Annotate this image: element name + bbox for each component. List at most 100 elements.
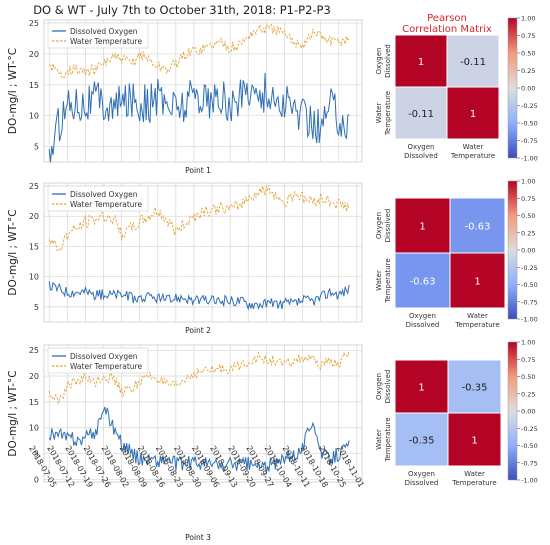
y-tick-label: 25 — [29, 346, 39, 355]
y-tick-label: 25 — [29, 19, 39, 28]
heatmap-cell — [449, 252, 506, 309]
y-tick-label: 20 — [29, 50, 39, 59]
water-temperature-line — [49, 23, 350, 80]
legend-box — [47, 185, 149, 212]
heatmap-row-label: Dissolved — [384, 209, 392, 243]
heatmap-row-label: Oxygen — [375, 48, 383, 75]
heatmap-cell — [449, 197, 506, 254]
heatmap-col-label: Oxygen — [408, 143, 435, 151]
heatmap-cell-label: 1 — [471, 436, 477, 447]
legend-box — [47, 347, 149, 374]
heatmap-col-label: Dissolved — [406, 321, 440, 329]
y-tick-label: 15 — [29, 242, 39, 251]
heatmap-cell — [447, 412, 502, 467]
heatmap-row-label: Temperature — [384, 91, 392, 136]
heatmap-cell-label: -0.63 — [410, 277, 436, 288]
heatmap-cell-label: 1 — [470, 109, 476, 120]
y-tick-label: 10 — [29, 273, 39, 282]
heatmap-col-label: Water — [464, 470, 485, 478]
y-tick-label: 10 — [29, 424, 39, 433]
heatmap-row-label: Dissolved — [384, 370, 392, 404]
y-tick-label: 15 — [29, 81, 39, 90]
y-tick-label: 5 — [34, 143, 39, 152]
heatmap-cell-label: 1 — [474, 277, 480, 288]
colorbar-tick-label: 0.00 — [521, 408, 535, 416]
heatmap-row-label: Dissolved — [384, 44, 392, 78]
heatmap-cell — [394, 359, 449, 414]
heatmap-cell — [447, 359, 502, 414]
colorbar-tick-label: 0.75 — [521, 356, 535, 364]
heatmap-cell — [394, 86, 448, 140]
legend-entry: Water Temperature — [70, 362, 142, 371]
y-axis-label: DO-mg/l ; WT-°C — [7, 48, 19, 134]
colorbar — [507, 17, 518, 159]
figure-title: DO & WT - July 7th to October 31th, 2018… — [33, 3, 331, 17]
heatmap-col-label: Temperature — [451, 479, 496, 487]
heatmap-row-label: Water — [375, 429, 383, 450]
heatmap-cell — [446, 34, 500, 88]
heatmap-col-label: Dissolved — [405, 479, 439, 487]
heatmap-cell-label: -0.11 — [408, 109, 434, 120]
colorbar-tick-label: 1.00 — [521, 178, 535, 186]
heatmap-cell-label: 1 — [418, 57, 424, 68]
y-tick-label: 5 — [34, 303, 39, 312]
colorbar-tick-label: -0.50 — [521, 442, 538, 450]
heatmap-row-label: Water — [375, 270, 383, 291]
colorbar-tick-label: -1.00 — [521, 316, 538, 324]
heatmap-cell — [394, 197, 451, 254]
heatmap-cell-label: -0.35 — [462, 383, 488, 394]
heatmap-title: Correlation Matrix — [402, 24, 492, 35]
colorbar-tick-label: 0.50 — [521, 212, 535, 220]
x-axis-label: Point 3 — [185, 533, 211, 542]
heatmap-cell — [446, 86, 500, 140]
y-tick-label: 25 — [29, 182, 39, 191]
heatmap-col-label: Water — [463, 143, 484, 151]
colorbar-tick-label: 0.75 — [521, 195, 535, 203]
colorbar-tick-label: -0.25 — [521, 102, 538, 110]
heatmap-cell — [394, 412, 449, 467]
legend-entry: Dissolved Oxygen — [70, 352, 138, 361]
y-tick-label: 0 — [34, 475, 39, 484]
y-tick-label: 15 — [29, 398, 39, 407]
dissolved-oxygen-line — [48, 281, 350, 311]
legend-entry: Water Temperature — [70, 37, 142, 46]
heatmap-row-label: Oxygen — [375, 373, 383, 400]
colorbar-tick-label: 1.00 — [521, 339, 535, 347]
heatmap-row-label: Water — [375, 103, 383, 124]
colorbar-tick-label: -0.75 — [521, 459, 538, 467]
dissolved-oxygen-line — [48, 406, 350, 474]
colorbar-tick-label: 0.25 — [521, 67, 535, 75]
colorbar-tick-label: 1.00 — [521, 15, 535, 23]
colorbar-tick-label: -0.50 — [521, 120, 538, 128]
colorbar — [507, 180, 518, 320]
heatmap-col-label: Oxygen — [408, 470, 435, 478]
colorbar-tick-label: 0.25 — [521, 390, 535, 398]
heatmap-col-label: Oxygen — [409, 312, 436, 320]
heatmap-cell-label: 1 — [418, 383, 424, 394]
legend-box — [47, 22, 149, 49]
water-temperature-line — [48, 184, 350, 252]
heatmap-title: Pearson — [427, 13, 467, 24]
dissolved-oxygen-line — [48, 72, 350, 163]
legend-entry: Dissolved Oxygen — [70, 27, 138, 36]
x-axis-label: Point 1 — [185, 166, 211, 175]
heatmap-row-label: Temperature — [384, 258, 392, 303]
colorbar-tick-label: -0.75 — [521, 298, 538, 306]
colorbar-tick-label: 0.00 — [521, 85, 535, 93]
y-tick-label: 20 — [29, 372, 39, 381]
heatmap-cell-label: -0.63 — [465, 222, 491, 233]
colorbar-tick-label: -1.00 — [521, 155, 538, 163]
heatmap-cell-label: -0.35 — [409, 436, 435, 447]
colorbar — [507, 341, 518, 481]
heatmap-col-label: Dissolved — [404, 152, 438, 160]
y-tick-label: 5 — [34, 450, 39, 459]
